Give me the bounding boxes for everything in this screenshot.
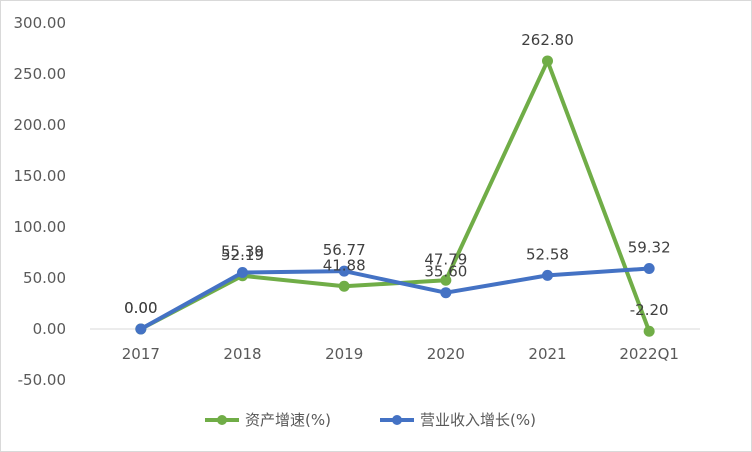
data-point <box>542 55 553 67</box>
y-tick-label: 200.00 <box>14 116 67 134</box>
data-label: 59.32 <box>628 238 671 256</box>
y-tick-label: 0.00 <box>33 320 66 338</box>
x-tick-label: 2019 <box>325 345 363 363</box>
series-layer <box>135 55 655 337</box>
legend-marker-1 <box>392 415 402 425</box>
data-label: 0.00 <box>124 299 157 317</box>
y-tick-label: 50.00 <box>23 269 66 287</box>
legend-marker-0 <box>217 415 227 425</box>
x-tick-label: 2017 <box>122 345 160 363</box>
data-label: 56.77 <box>323 241 366 259</box>
data-label: 35.60 <box>424 263 467 281</box>
y-tick-label: 100.00 <box>14 218 67 236</box>
data-label: 47.79 <box>424 250 467 268</box>
data-label: 55.39 <box>221 243 264 261</box>
data-point <box>542 269 553 281</box>
data-label: 41.88 <box>323 256 366 274</box>
x-tick-label: 2022Q1 <box>619 345 679 363</box>
y-axis: -50.00 0.00 50.00 100.00 150.00 200.00 250.00 3… <box>14 14 67 389</box>
series-line-1 <box>138 266 652 331</box>
data-point <box>643 262 655 274</box>
legend: 资产增速(%) 营业收入增长(%) <box>205 411 536 429</box>
legend-label-0: 资产增速(%) <box>245 411 331 429</box>
legend-label-1: 营业收入增长(%) <box>420 411 536 429</box>
data-point <box>135 323 147 335</box>
data-label: 262.80 <box>521 31 574 49</box>
y-tick-label: 250.00 <box>14 65 67 83</box>
y-tick-label: 150.00 <box>14 167 67 185</box>
data-point <box>237 267 248 279</box>
data-point <box>440 274 452 286</box>
data-point <box>338 280 350 292</box>
data-label: 52.19 <box>221 246 264 264</box>
data-label: -2.20 <box>630 301 669 319</box>
x-axis: 2017 2018 2019 2020 2021 2022Q1 <box>90 328 700 363</box>
data-point <box>440 287 452 299</box>
y-tick-label: 300.00 <box>14 14 67 32</box>
x-tick-label: 2020 <box>427 345 465 363</box>
x-tick-label: 2018 <box>223 345 261 363</box>
data-label: 52.58 <box>526 245 569 263</box>
series-line-0 <box>138 58 652 334</box>
data-point <box>643 325 655 337</box>
data-label: 0.00 <box>124 299 157 317</box>
y-tick-label: -50.00 <box>18 371 66 389</box>
data-point <box>338 265 350 277</box>
x-tick-label: 2021 <box>528 345 566 363</box>
